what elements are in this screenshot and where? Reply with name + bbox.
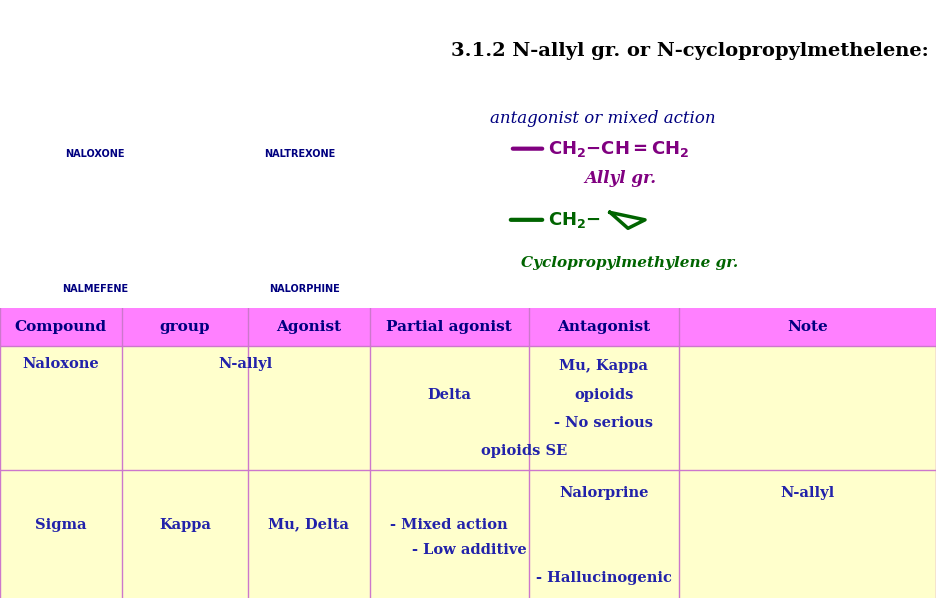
Bar xyxy=(0,308,936,346)
Text: Nalorprine: Nalorprine xyxy=(559,487,649,501)
Text: Partial agonist: Partial agonist xyxy=(387,320,512,334)
Text: Naloxone: Naloxone xyxy=(22,358,99,371)
Bar xyxy=(0,346,936,470)
Text: NALMEFENE: NALMEFENE xyxy=(62,284,128,294)
Text: Mu, Delta: Mu, Delta xyxy=(269,517,349,532)
Text: Note: Note xyxy=(787,320,827,334)
Text: Allyl gr.: Allyl gr. xyxy=(584,170,656,187)
Text: Antagonist: Antagonist xyxy=(557,320,651,334)
Text: Agonist: Agonist xyxy=(276,320,342,334)
Text: Mu, Kappa: Mu, Kappa xyxy=(560,359,648,373)
Text: antagonist or mixed action: antagonist or mixed action xyxy=(490,111,716,127)
Text: - Mixed action: - Mixed action xyxy=(390,517,508,532)
Text: opioids: opioids xyxy=(574,388,634,402)
Text: 3.1.2 N-allyl gr. or N-cyclopropylmethelene:: 3.1.2 N-allyl gr. or N-cyclopropylmethel… xyxy=(451,42,929,60)
Text: Compound: Compound xyxy=(15,320,107,334)
Text: N-allyl: N-allyl xyxy=(219,358,272,371)
Text: - Low additive: - Low additive xyxy=(412,543,527,557)
Bar xyxy=(0,470,936,598)
Text: NALORPHINE: NALORPHINE xyxy=(270,284,341,294)
Text: $\mathbf{CH_2{-}}$: $\mathbf{CH_2{-}}$ xyxy=(548,210,601,230)
Text: $\mathbf{CH_2{-}CH{=}CH_2}$: $\mathbf{CH_2{-}CH{=}CH_2}$ xyxy=(548,139,690,158)
Text: N-allyl: N-allyl xyxy=(781,487,834,501)
Text: NALTREXONE: NALTREXONE xyxy=(264,149,336,159)
Text: - Hallucinogenic: - Hallucinogenic xyxy=(535,571,672,585)
Text: Sigma: Sigma xyxy=(35,517,87,532)
Text: group: group xyxy=(160,320,210,334)
Text: - No serious: - No serious xyxy=(554,416,653,430)
Text: NALOXONE: NALOXONE xyxy=(66,149,124,159)
Text: Cyclopropylmethylene gr.: Cyclopropylmethylene gr. xyxy=(521,257,739,270)
Text: Delta: Delta xyxy=(428,388,471,402)
Text: opioids SE: opioids SE xyxy=(481,444,567,458)
Text: Kappa: Kappa xyxy=(159,517,211,532)
